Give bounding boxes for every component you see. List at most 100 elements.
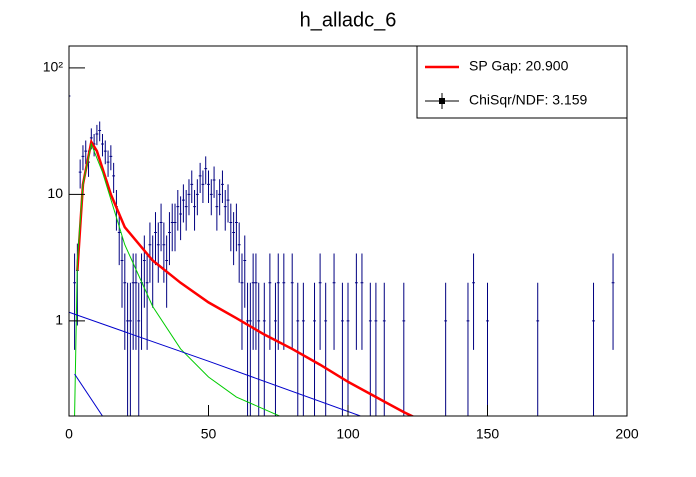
legend-symbol [439,98,445,104]
data-point [173,203,177,252]
data-point [324,282,328,416]
data-point [193,190,196,231]
data-point [106,150,110,177]
data-point [159,203,163,252]
data-point [98,121,102,142]
legend-box [416,45,628,119]
data-point [290,253,294,350]
x-tick-label: 50 [201,426,217,442]
data-point [84,140,88,165]
data-point [354,253,358,350]
x-tick-label: 100 [336,426,360,442]
data-point [78,159,82,189]
data-point [257,282,261,416]
data-point [81,145,85,171]
data-point [232,212,236,266]
data-point [204,156,208,185]
data-point [145,253,149,350]
y-tick-label: 10² [43,59,64,75]
data-point [123,253,127,350]
x-tick-label: 150 [476,426,500,442]
data-point [254,253,258,350]
data-point [109,145,113,171]
data-point [184,190,188,231]
data-point [226,184,230,223]
data-point [148,222,152,283]
data-point [229,203,233,252]
data-point [131,253,135,350]
data-point [187,179,191,216]
legend: SP Gap: 20.900 ChiSqr/NDF: 3.159 [416,45,628,119]
data-point [536,282,540,416]
data-point [592,282,595,416]
data-point [212,166,216,198]
data-point [170,203,174,252]
data-point [179,196,182,241]
legend-label: ChiSqr/NDF: 3.159 [469,92,587,108]
data-point [262,282,266,416]
plot-area [69,89,615,416]
data-point [332,253,336,350]
data-point [126,282,129,416]
chart-title: h_alladc_6 [300,9,397,31]
data-point [296,282,300,416]
data-point [486,282,489,416]
data-point [313,282,316,416]
data-point [69,89,71,104]
data-point [466,282,470,416]
data-point [103,140,107,165]
data-point [611,253,615,350]
data-point [112,162,116,193]
data-point [73,253,76,350]
data-point [198,162,202,193]
legend-label: SP Gap: 20.900 [469,58,569,74]
data-point [95,124,99,146]
data-point [190,170,194,204]
data-point [176,190,180,231]
data-point [341,282,344,416]
data-point [274,282,277,416]
data-point [117,212,121,266]
fit-curve [74,142,281,416]
y-tick-label: 1 [55,312,63,328]
data-point [221,170,224,204]
data-point [142,235,146,308]
data-point [209,179,213,216]
data-point [346,282,350,416]
data-point [402,282,406,416]
data-point [318,253,322,350]
data-point [128,282,132,416]
data-point [156,222,160,283]
data-point [251,253,255,350]
x-tick-label: 200 [615,426,639,442]
y-tick-label: 10 [47,185,63,201]
fit-curve [69,311,362,416]
fit-curve [76,138,415,416]
data-point [248,282,252,416]
data-point [276,253,280,350]
data-point [243,235,247,308]
data-point [181,184,185,223]
x-tick-label: 0 [65,426,73,442]
data-point [201,170,205,204]
data-point [360,253,364,350]
fit-curve [74,373,103,416]
data-point [374,282,378,416]
data-point [282,253,286,350]
data-point [472,253,475,350]
data-point [195,179,199,216]
data-point [120,235,124,308]
data-point [235,203,238,252]
data-point [268,253,272,350]
data-point [154,212,157,266]
data-point [215,190,219,231]
data-point [368,282,372,416]
data-point [207,170,210,204]
data-point [218,179,222,216]
data-point [101,134,104,157]
data-point [240,253,244,350]
data-point [223,190,227,231]
data-point [162,222,166,283]
data-point [444,282,448,416]
